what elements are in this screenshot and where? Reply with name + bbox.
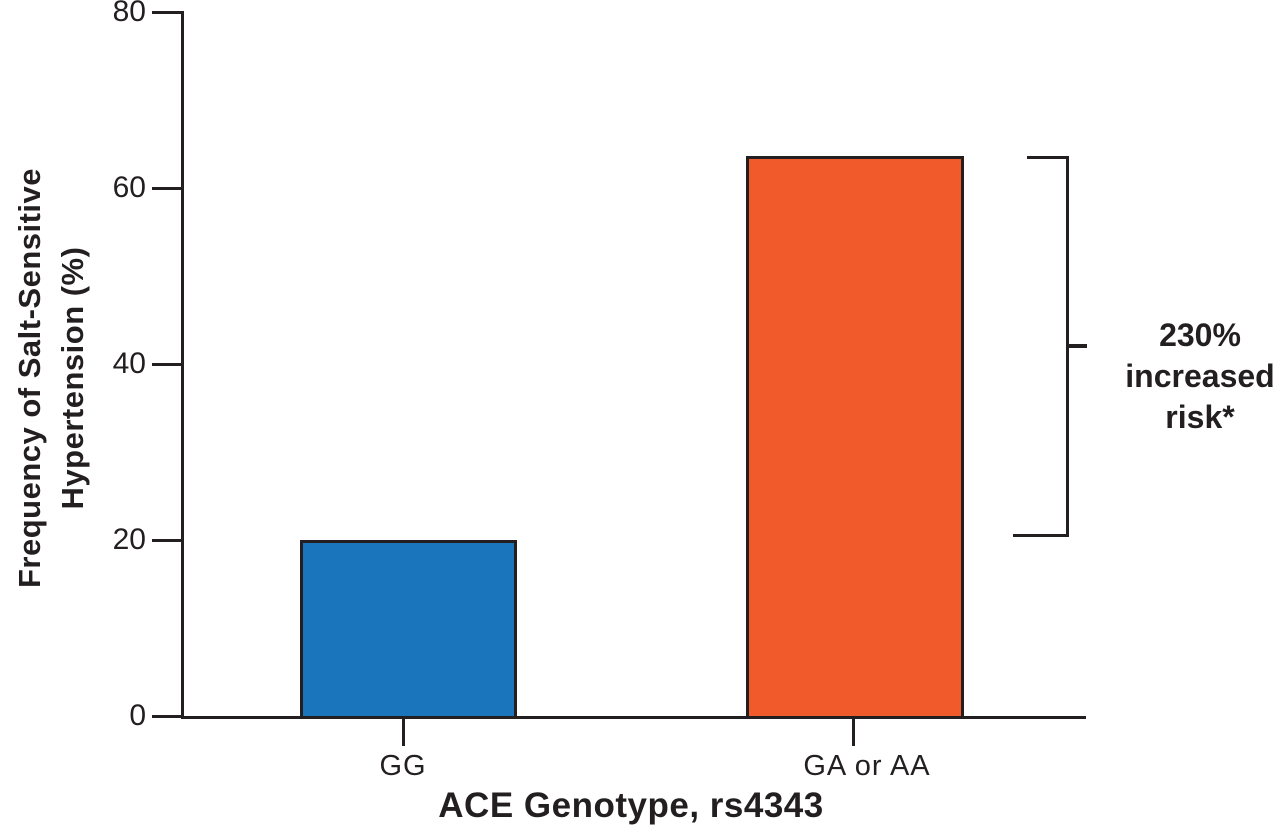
bracket-top-arm	[1027, 156, 1069, 159]
y-tick-mark	[152, 363, 184, 366]
y-tick-label: 20	[112, 523, 146, 556]
x-tick-mark	[402, 716, 405, 746]
bar-gg	[300, 540, 517, 719]
x-tick-mark	[852, 716, 855, 746]
y-axis-title-line1: Frequency of Salt-Sensitive	[12, 167, 47, 589]
y-tick-label: 80	[112, 0, 146, 28]
x-tick-label-gg: GG	[379, 750, 427, 782]
risk-annotation-line3: risk*	[1165, 399, 1235, 435]
y-tick-mark	[152, 539, 184, 542]
bracket-bottom-arm	[1013, 534, 1069, 537]
y-tick-mark	[152, 715, 184, 718]
y-tick-label: 40	[112, 347, 146, 380]
x-tick-label-ga-or-aa: GA or AA	[803, 750, 931, 782]
bracket-vertical-line	[1066, 156, 1069, 537]
y-tick-label: 0	[129, 699, 146, 732]
risk-annotation-line2: increased	[1125, 358, 1275, 394]
y-tick-mark	[152, 11, 184, 14]
y-tick-label: 60	[112, 171, 146, 204]
risk-annotation: 230% increased risk*	[1100, 315, 1280, 438]
risk-annotation-line1: 230%	[1159, 317, 1241, 353]
x-axis-line	[181, 716, 1086, 719]
bar-ga-or-aa	[746, 156, 964, 719]
x-axis-title: ACE Genotype, rs4343	[438, 786, 824, 825]
bracket-mid-tick	[1069, 344, 1087, 348]
y-tick-mark	[152, 187, 184, 190]
